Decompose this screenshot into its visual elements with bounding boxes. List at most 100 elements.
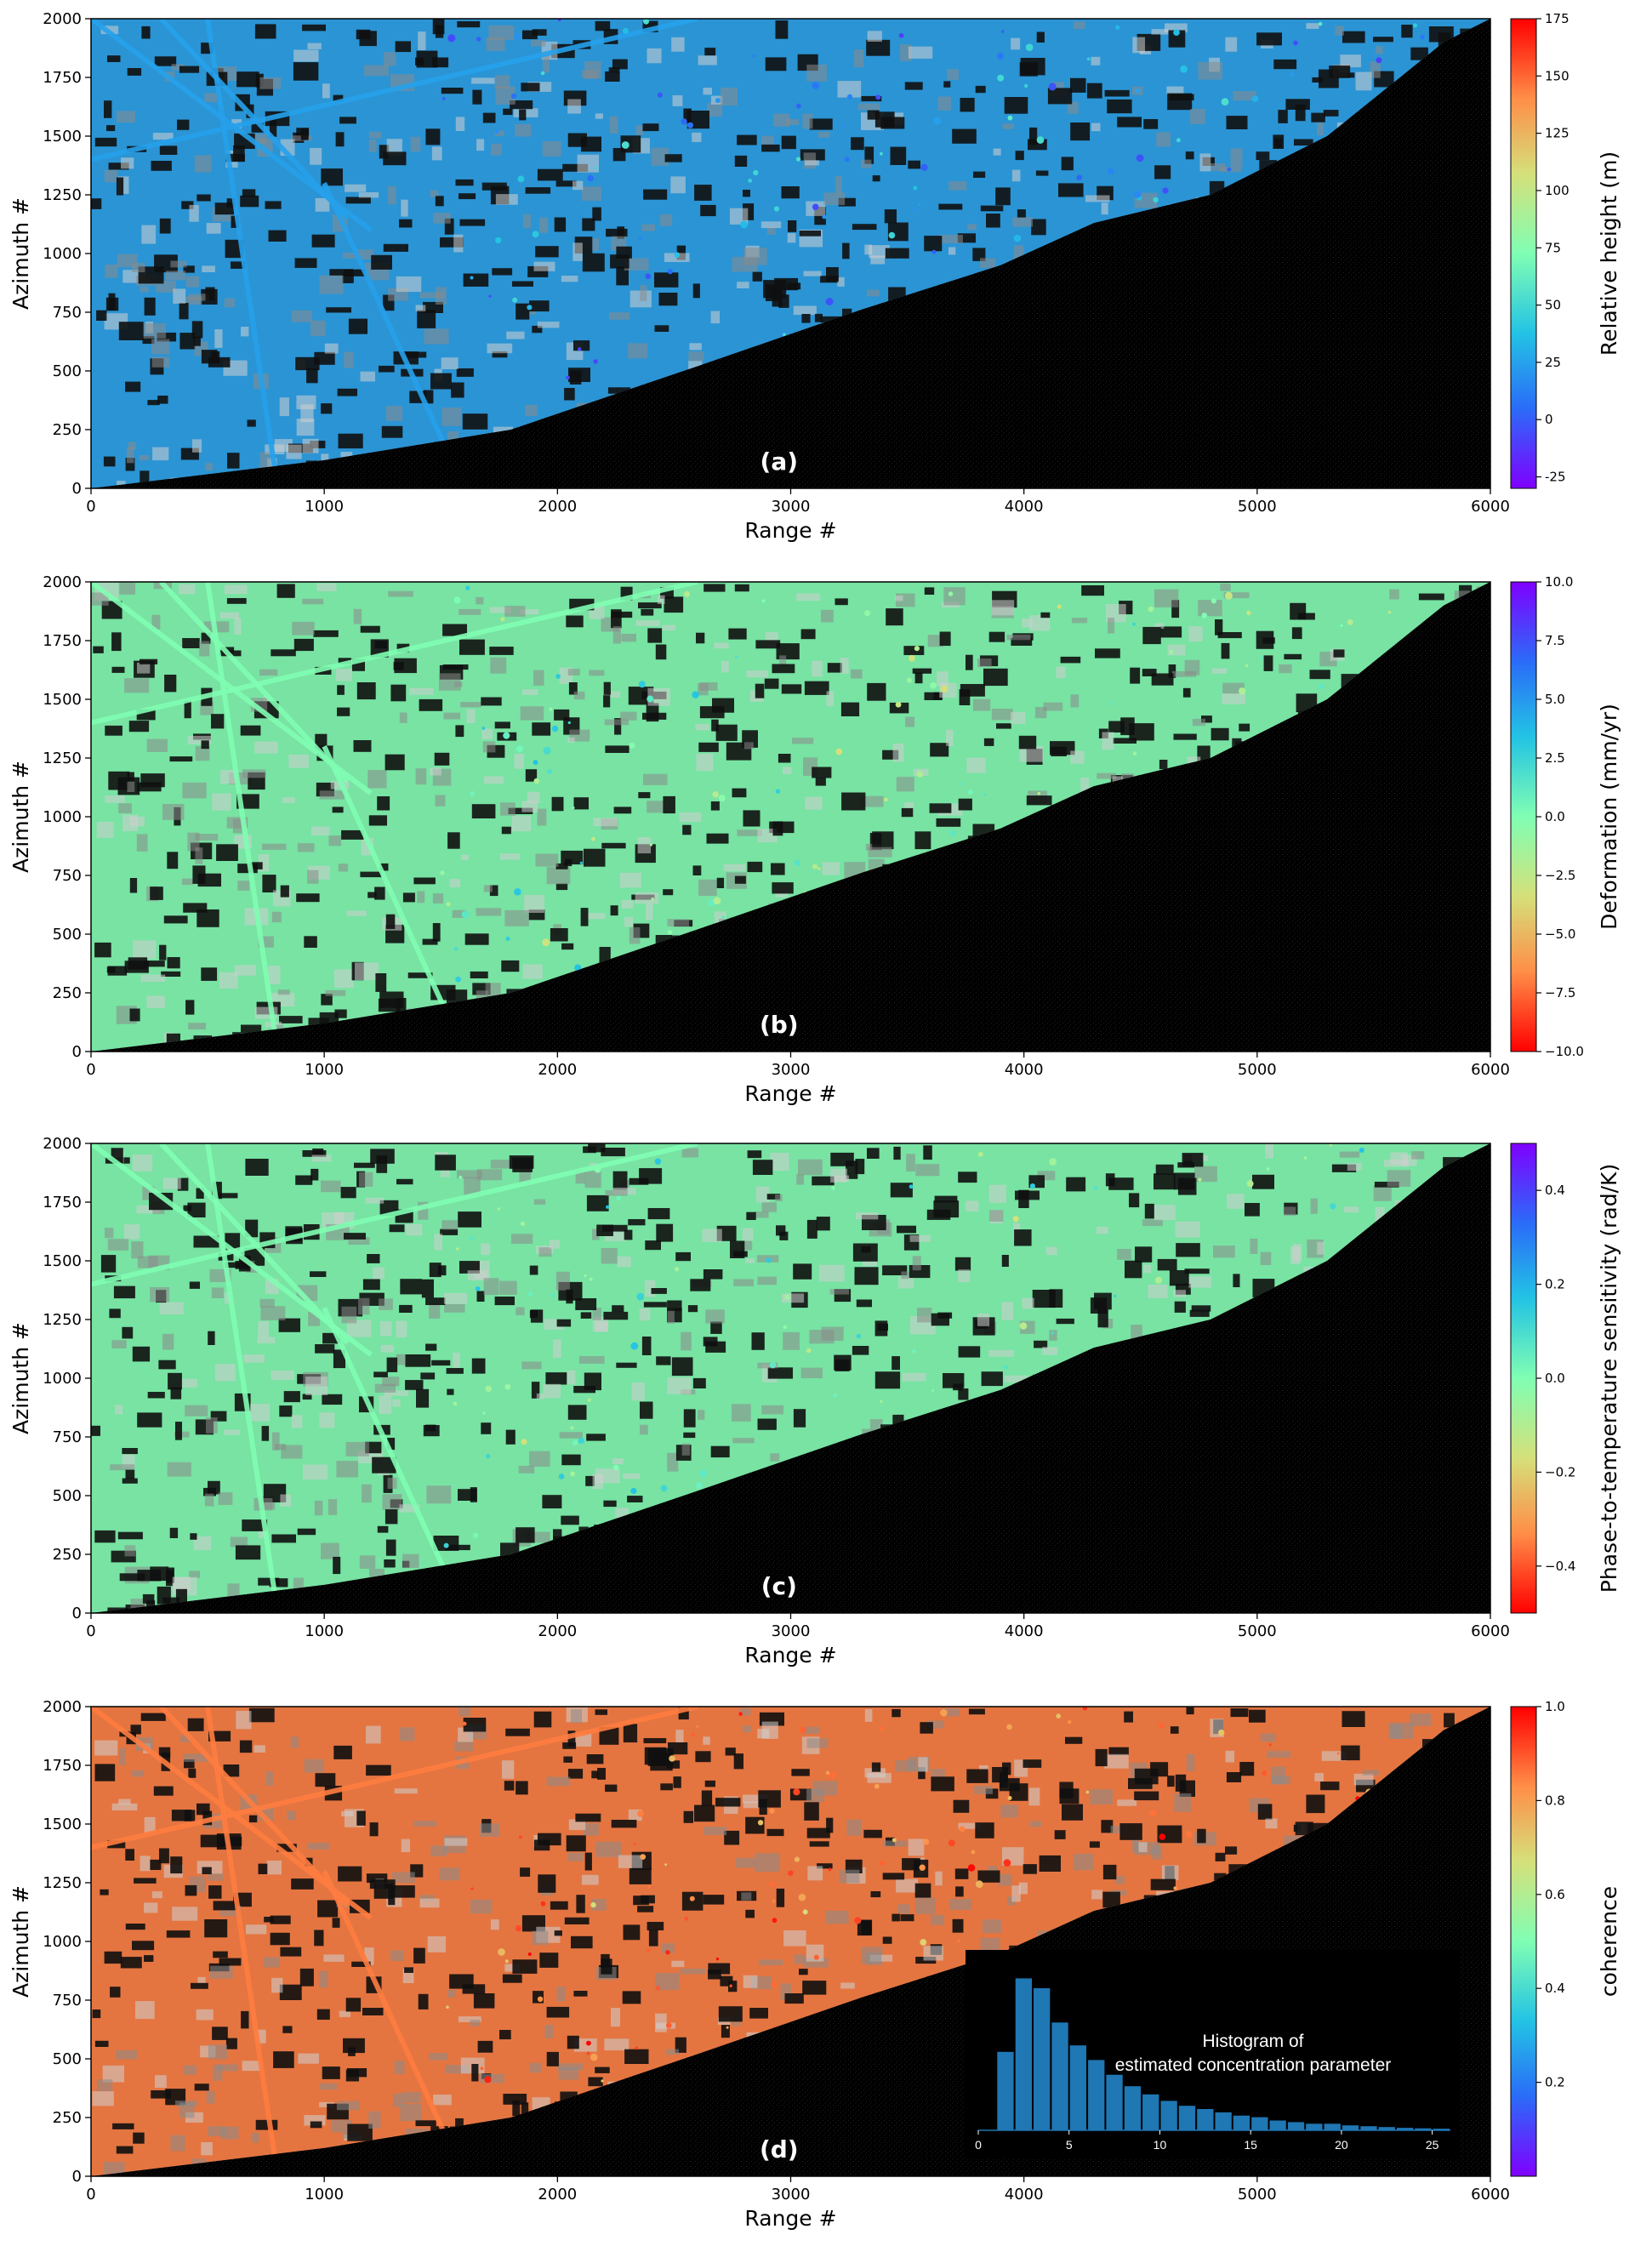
colorbar-tick-label: −5.0 <box>1545 926 1575 942</box>
colorbar: -25 0 25 50 75 100 125 150 175 Relative height (m… <box>1510 11 1621 489</box>
colorbar: 10.0 7.5 5.0 2.5 0.0 −2.5 −5.0 −7.5 −10.0 Deforma… <box>1510 574 1621 1059</box>
y-tick-label: 1750 <box>43 1194 82 1211</box>
colorbar-tick-label: 0 <box>1545 412 1553 427</box>
x-tick-label: 2000 <box>538 498 577 516</box>
x-tick-label: 4000 <box>1005 1622 1044 1640</box>
colorbar-label: coherence <box>1597 1886 1621 1997</box>
panel-a: 0 1000 2000 3000 4000 5000 6000025050075010001… <box>9 10 1621 543</box>
panel-label: (a) <box>760 447 799 476</box>
x-tick-label: 1000 <box>305 498 344 516</box>
colorbar-tick-label: −2.5 <box>1545 868 1575 883</box>
histogram-bar <box>1106 2074 1123 2130</box>
colorbar-tick-label: 50 <box>1545 298 1561 313</box>
x-axis-label: Range # <box>744 518 836 543</box>
y-axis-label: Azimuth # <box>9 197 33 310</box>
histogram-bar <box>1215 2112 1232 2130</box>
y-tick-label: 0 <box>72 1043 82 1061</box>
colorbar-gradient <box>1510 1143 1537 1614</box>
colorbar-gradient <box>1510 581 1537 1052</box>
x-tick-label: 6000 <box>1471 1061 1510 1079</box>
y-tick-label: 1500 <box>43 691 82 709</box>
x-axis-label: Range # <box>744 2206 836 2231</box>
inset-x-tick-label: 0 <box>975 2138 982 2152</box>
y-tick-label: 1500 <box>43 128 82 145</box>
y-tick-label: 750 <box>53 867 82 885</box>
histogram-bar <box>1124 2086 1142 2130</box>
colorbar-tick-label: 0.2 <box>1545 2075 1565 2090</box>
y-tick-label: 1500 <box>43 1816 82 1833</box>
y-tick-label: 1500 <box>43 1252 82 1270</box>
inset-title-line1: Histogram of <box>1202 2032 1303 2051</box>
colorbar-tick-label: 1.0 <box>1545 1699 1565 1714</box>
y-tick-label: 2000 <box>43 10 82 28</box>
histogram-bar <box>1269 2120 1286 2130</box>
x-tick-label: 6000 <box>1471 498 1510 516</box>
panel-d: 0 1000 2000 3000 4000 5000 6000025050075010001… <box>9 1698 1621 2231</box>
histogram-bar <box>1069 2045 1086 2130</box>
y-tick-label: 250 <box>53 421 82 439</box>
y-tick-label: 500 <box>53 926 82 943</box>
x-tick-label: 4000 <box>1005 1061 1044 1079</box>
inset-x-tick-label: 5 <box>1066 2138 1073 2152</box>
y-tick-label: 0 <box>72 1605 82 1622</box>
inset-x-tick-label: 25 <box>1426 2138 1439 2152</box>
colorbar-tick-label: 10.0 <box>1545 574 1573 590</box>
x-tick-label: 5000 <box>1238 1061 1277 1079</box>
colorbar-gradient <box>1510 1706 1537 2177</box>
inset-x-tick-label: 10 <box>1154 2138 1167 2152</box>
colorbar-tick-label: 0.2 <box>1545 1277 1565 1292</box>
histogram-bar <box>1324 2123 1341 2130</box>
histogram-bar <box>1378 2127 1395 2130</box>
colorbar-tick-label: 7.5 <box>1545 633 1565 648</box>
y-tick-label: 250 <box>53 984 82 1002</box>
y-tick-label: 1750 <box>43 632 82 650</box>
x-tick-label: 3000 <box>772 1622 811 1640</box>
colorbar-tick-label: 0.6 <box>1545 1887 1565 1902</box>
colorbar-tick-label: 0.4 <box>1545 1981 1565 1996</box>
x-tick-label: 5000 <box>1238 2186 1277 2203</box>
y-tick-label: 0 <box>72 2168 82 2186</box>
panel-label: (b) <box>760 1011 799 1039</box>
y-tick-label: 2000 <box>43 1135 82 1153</box>
histogram-bar <box>1415 2128 1432 2130</box>
x-tick-label: 0 <box>86 1622 95 1640</box>
x-tick-label: 4000 <box>1005 2186 1044 2203</box>
colorbar-tick-label: 5.0 <box>1545 692 1565 707</box>
colorbar-tick-label: -25 <box>1545 470 1566 485</box>
y-tick-label: 250 <box>53 1546 82 1564</box>
histogram-bar <box>1088 2060 1105 2130</box>
colorbar-label: Deformation (mm/yr) <box>1597 704 1621 930</box>
histogram-bar <box>1342 2125 1359 2130</box>
x-axis-label: Range # <box>744 1081 836 1106</box>
y-tick-label: 1250 <box>43 1874 82 1892</box>
x-tick-label: 0 <box>86 1061 95 1079</box>
y-tick-label: 2000 <box>43 573 82 591</box>
colorbar-tick-label: −10.0 <box>1545 1044 1584 1059</box>
colorbar-tick-label: −7.5 <box>1545 985 1575 1000</box>
y-tick-label: 750 <box>53 1428 82 1446</box>
colorbar: 1.0 0.8 0.6 0.4 0.2 coherence <box>1510 1699 1621 2177</box>
colorbar-tick-label: 0.8 <box>1545 1793 1565 1808</box>
histogram-inset: 0 5 10 15 20 25 Histogram of estimated concentr… <box>966 1950 1459 2159</box>
y-tick-label: 1250 <box>43 1311 82 1329</box>
colorbar-tick-label: 25 <box>1545 355 1561 370</box>
histogram-bar <box>1160 2101 1177 2130</box>
x-tick-label: 4000 <box>1005 498 1044 516</box>
histogram-bar <box>1034 1988 1051 2130</box>
y-axis-label: Azimuth # <box>9 1322 33 1434</box>
x-tick-label: 2000 <box>538 2186 577 2203</box>
x-tick-label: 0 <box>86 498 95 516</box>
panel-c: 0 1000 2000 3000 4000 5000 6000 0 250 500 750 1000 1… <box>9 1135 1621 1667</box>
histogram-bar <box>1197 2109 1214 2130</box>
histogram-bar <box>1306 2123 1323 2130</box>
colorbar-tick-label: 0.4 <box>1545 1183 1565 1198</box>
histogram-bar <box>1233 2115 1250 2130</box>
y-tick-label: 1750 <box>43 1757 82 1775</box>
histogram-bar <box>1051 2022 1068 2130</box>
y-tick-label: 250 <box>53 2109 82 2127</box>
y-tick-label: 1000 <box>43 808 82 826</box>
histogram-bar <box>1360 2126 1377 2130</box>
inset-title-line2: estimated concentration parameter <box>1115 2055 1392 2075</box>
x-tick-label: 2000 <box>538 1622 577 1640</box>
